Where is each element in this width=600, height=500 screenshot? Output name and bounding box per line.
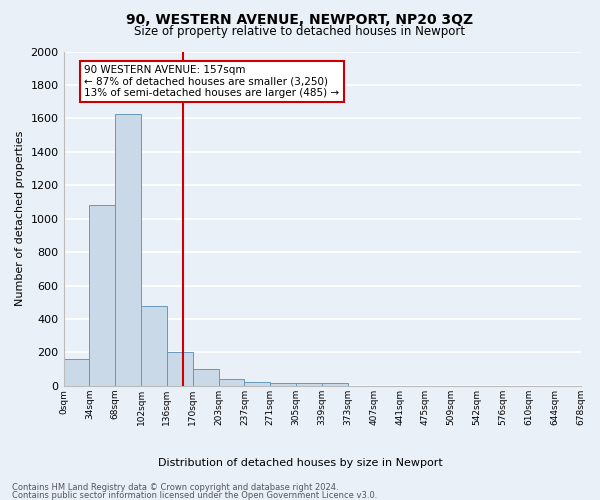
Bar — [167, 352, 193, 386]
Y-axis label: Number of detached properties: Number of detached properties — [15, 131, 25, 306]
Text: Contains HM Land Registry data © Crown copyright and database right 2024.: Contains HM Land Registry data © Crown c… — [12, 482, 338, 492]
Bar — [64, 359, 89, 386]
Text: 90 WESTERN AVENUE: 157sqm
← 87% of detached houses are smaller (3,250)
13% of se: 90 WESTERN AVENUE: 157sqm ← 87% of detac… — [84, 65, 340, 98]
Bar — [271, 382, 296, 386]
Text: Size of property relative to detached houses in Newport: Size of property relative to detached ho… — [134, 25, 466, 38]
Bar — [115, 114, 141, 386]
Bar — [244, 382, 271, 386]
Text: Distribution of detached houses by size in Newport: Distribution of detached houses by size … — [158, 458, 442, 468]
Bar — [89, 206, 115, 386]
Bar — [193, 369, 218, 386]
Bar — [322, 384, 348, 386]
Text: Contains public sector information licensed under the Open Government Licence v3: Contains public sector information licen… — [12, 491, 377, 500]
Bar — [296, 384, 322, 386]
Text: 90, WESTERN AVENUE, NEWPORT, NP20 3QZ: 90, WESTERN AVENUE, NEWPORT, NP20 3QZ — [127, 12, 473, 26]
Bar — [141, 306, 167, 386]
Bar — [218, 379, 244, 386]
